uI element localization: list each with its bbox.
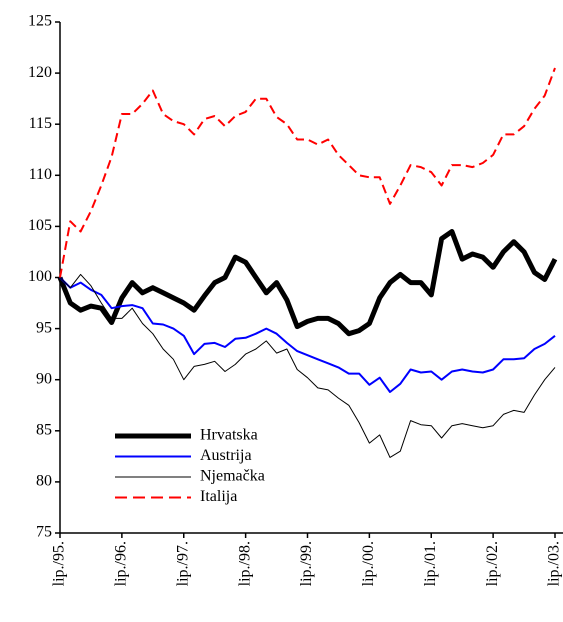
y-tick-label: 115 (29, 115, 52, 132)
y-tick-label: 120 (28, 64, 52, 81)
legend-label: Njemačka (200, 468, 265, 485)
y-tick-label: 85 (36, 421, 52, 438)
x-tick-label: lip./97. (174, 541, 191, 586)
y-tick-label: 90 (36, 370, 52, 387)
legend-label: Austrija (200, 447, 252, 464)
series-line (59, 67, 556, 278)
x-tick-label: lip./99. (298, 541, 315, 586)
y-tick-label: 125 (28, 13, 52, 30)
series-line (59, 273, 556, 458)
series-line (59, 276, 556, 393)
x-tick-label: lip./00. (360, 541, 377, 586)
legend-label: Hrvatska (200, 427, 258, 444)
y-tick-label: 75 (36, 524, 52, 541)
x-tick-label: lip./96. (113, 541, 130, 586)
series-line (57, 229, 558, 337)
x-tick-label: lip./02. (484, 541, 501, 586)
y-tick-label: 110 (29, 166, 52, 183)
x-tick-label: lip./01. (422, 541, 439, 586)
x-tick-label: lip./98. (236, 541, 253, 586)
y-tick-label: 105 (28, 217, 52, 234)
y-tick-label: 95 (36, 319, 52, 336)
y-tick-label: 100 (28, 268, 52, 285)
x-tick-label: lip./95. (51, 541, 68, 586)
legend-label: Italija (200, 488, 237, 505)
x-tick-label: lip./03. (546, 541, 563, 586)
y-tick-label: 80 (36, 473, 52, 490)
